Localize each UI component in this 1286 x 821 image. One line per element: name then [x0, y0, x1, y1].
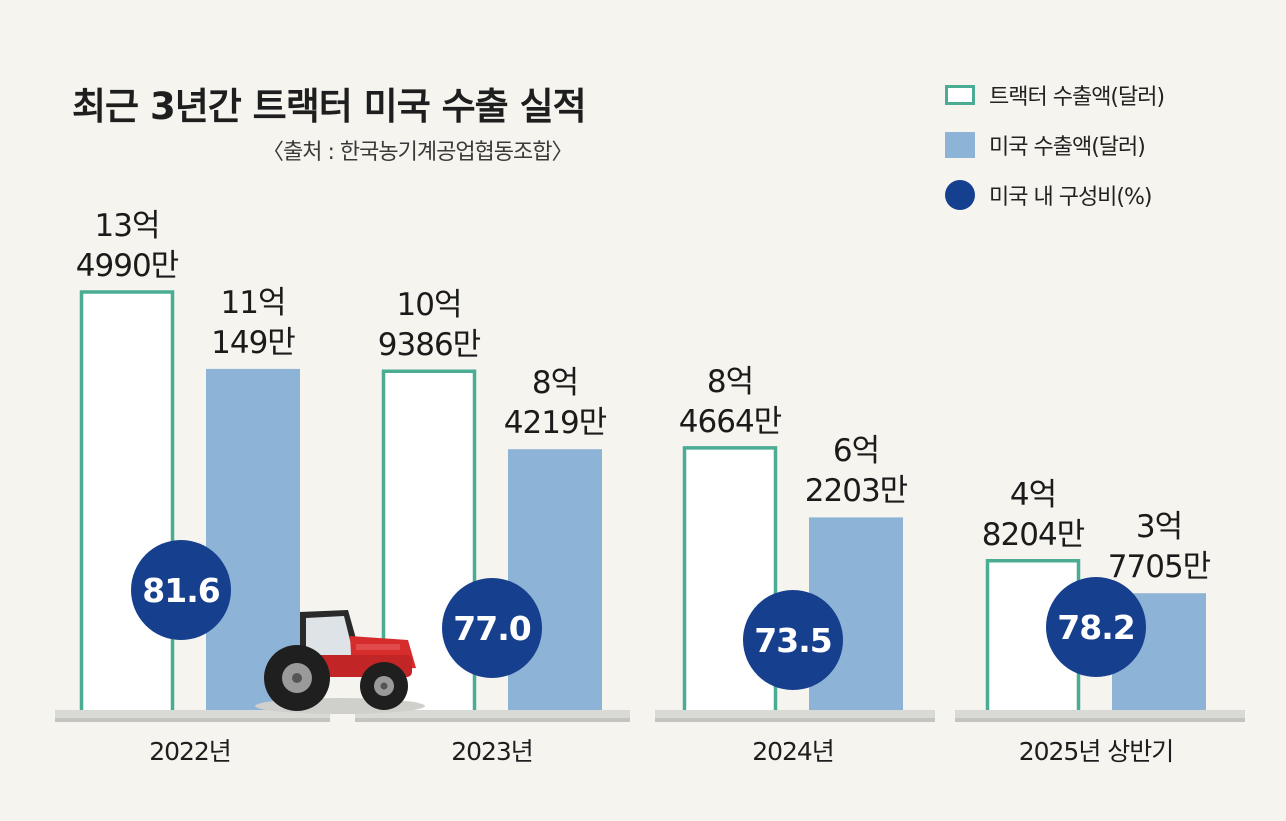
us-share-circle: 77.0 [442, 578, 542, 678]
us-export-label-line: 4219만 [503, 405, 607, 442]
filled-rect-icon [945, 132, 975, 158]
tractor-rear-axle [292, 673, 302, 683]
ground-shadow [355, 718, 630, 722]
ground-shadow [55, 718, 330, 722]
us-share-circle: 73.5 [743, 590, 843, 690]
category-label: 2024년 [752, 737, 835, 766]
chart-title: 최근 3년간 트랙터 미국 수출 실적 [72, 85, 587, 128]
tractor-export-label-line: 9386만 [377, 327, 481, 364]
tractor-front-axle [380, 682, 388, 690]
tractor-export-bar [79, 290, 175, 710]
tractor-cab-glass [306, 616, 354, 658]
ground-shadow [655, 718, 935, 722]
us-share-circle: 81.6 [131, 540, 231, 640]
ground-platform [655, 710, 935, 718]
tractor-icon [255, 610, 425, 714]
us-export-label: 6억 2203만 [786, 431, 926, 511]
tractor-hood-highlight [356, 644, 400, 650]
tractor-export-label-line: 8204만 [981, 516, 1085, 553]
tractor-export-label-line: 13억 [94, 208, 161, 244]
outline-rect-icon [945, 85, 975, 105]
us-export-label-line: 149만 [211, 324, 296, 361]
legend-item-tractor-exports: 트랙터 수출액(달러) [945, 70, 1165, 120]
us-export-label: 3억 7705만 [1089, 507, 1229, 587]
us-export-bar [508, 449, 602, 710]
category-label: 2025년 상반기 [1018, 737, 1175, 766]
us-export-label-line: 2203만 [804, 473, 908, 510]
legend-item-us-exports: 미국 수출액(달러) [945, 120, 1164, 170]
us-export-label-line: 8억 [531, 365, 579, 402]
us-export-label: 11억 149만 [183, 283, 323, 363]
tractor-export-label: 8억 4664만 [660, 362, 800, 442]
tractor-export-label: 13억 4990만 [57, 206, 197, 286]
tractor-export-label-line: 4억 [1009, 476, 1057, 513]
us-export-label-line: 3억 [1135, 509, 1183, 546]
us-export-label-line: 6억 [832, 433, 880, 470]
legend-label: 트랙터 수출액(달러) [989, 85, 1165, 110]
chart-source: 〈출처 : 한국농기계공업협동조합〉 [262, 140, 574, 165]
legend-item-us-share: 미국 내 구성비(%) [945, 170, 1164, 220]
us-share-circle: 78.2 [1046, 577, 1146, 677]
tractor-export-label-line: 4664만 [678, 403, 782, 440]
ground-shadow [955, 718, 1245, 722]
tractor-export-label-line: 10억 [396, 287, 463, 324]
tractor-export-label: 10억 9386만 [359, 285, 499, 365]
ground-platform [355, 710, 630, 718]
us-export-label-line: 7705만 [1107, 549, 1211, 586]
category-label: 2023년 [451, 737, 534, 766]
legend-label: 미국 내 구성비(%) [989, 185, 1152, 210]
filled-circle-icon [945, 180, 975, 210]
category-label: 2022년 [149, 737, 232, 766]
us-export-label: 8억 4219만 [485, 363, 625, 443]
tractor-export-label: 4억 8204만 [963, 475, 1103, 555]
ground-platform [55, 710, 330, 718]
tractor-export-label-line: 4990만 [75, 248, 179, 284]
ground-platform [955, 710, 1245, 718]
us-export-label-line: 11억 [220, 284, 287, 321]
legend: 트랙터 수출액(달러) 미국 수출액(달러) 미국 내 구성비(%) [945, 70, 1165, 220]
tractor-export-label-line: 8억 [706, 363, 754, 400]
legend-label: 미국 수출액(달러) [989, 135, 1146, 160]
